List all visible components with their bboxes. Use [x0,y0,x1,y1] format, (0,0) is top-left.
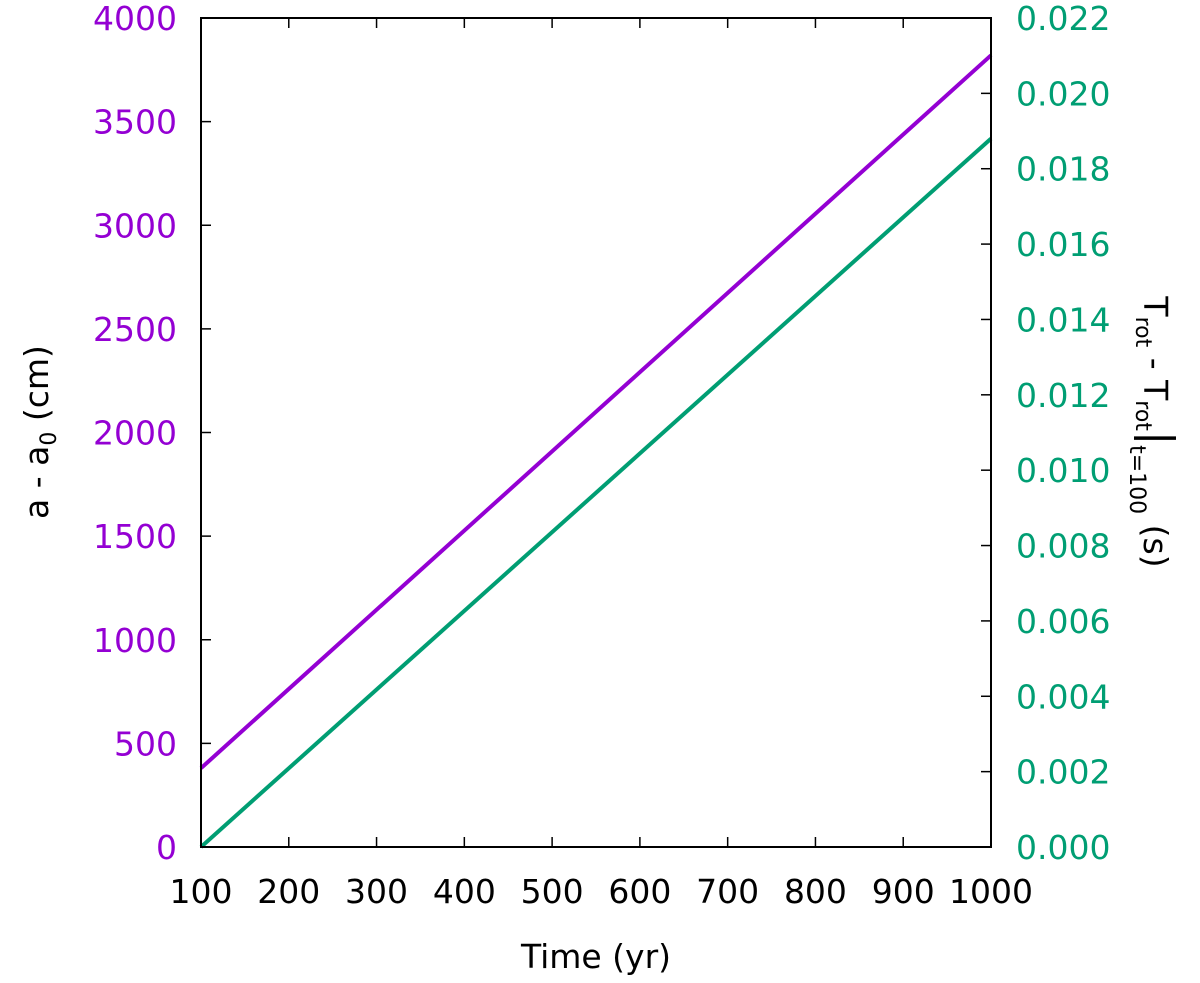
x-tick-label: 900 [872,872,935,911]
x-tick-label: 500 [521,872,584,911]
x-tick-label: 1000 [949,872,1033,911]
series-line-left [199,53,993,770]
y-left-tick-label: 500 [114,724,177,763]
y-right-tick-label: 0.008 [1016,527,1110,566]
y-left-tick-label: 0 [156,828,177,867]
y-right-tick-label: 0.006 [1016,602,1110,641]
y-left-tick-label: 3500 [93,103,177,142]
y-right-tick-label: 0.012 [1016,376,1110,415]
y-left-tick-label: 4000 [93,0,177,38]
y-right-axis-title: Trot - Trot|t=100 (s) [1124,295,1183,567]
y-right-tick-label: 0.018 [1016,150,1110,189]
x-tick-label: 800 [784,872,847,911]
y-right-tick-label: 0.010 [1016,451,1110,490]
y-left-tick-label: 3000 [93,206,177,245]
y-right-tick-label: 0.000 [1016,828,1110,867]
x-axis-title: Time (yr) [520,937,671,976]
y-left-tick-label: 2000 [93,414,177,453]
series-line-right [199,137,993,849]
x-tick-label: 300 [345,872,408,911]
y-right-tick-label: 0.016 [1016,225,1110,264]
x-tick-label: 400 [433,872,496,911]
y-right-tick-label: 0.002 [1016,753,1110,792]
y-right-tick-label: 0.022 [1016,0,1110,38]
y-left-tick-label: 2500 [93,310,177,349]
y-right-tick-label: 0.004 [1016,677,1110,716]
y-right-tick-label: 0.020 [1016,74,1110,113]
y-right-tick-label: 0.014 [1016,300,1110,339]
y-left-tick-label: 1500 [93,517,177,556]
y-left-tick-label: 1000 [93,621,177,660]
x-tick-label: 600 [608,872,671,911]
x-tick-label: 100 [170,872,233,911]
y-left-axis-title: a - a0 (cm) [17,345,62,519]
x-tick-label: 200 [257,872,320,911]
plot-frame [200,17,992,848]
x-tick-label: 700 [696,872,759,911]
